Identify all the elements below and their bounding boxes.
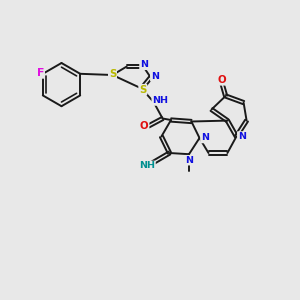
Text: O: O bbox=[140, 121, 148, 131]
Text: NH: NH bbox=[152, 96, 168, 105]
Text: O: O bbox=[218, 75, 226, 85]
Text: N: N bbox=[185, 156, 193, 165]
Text: NH: NH bbox=[139, 161, 155, 170]
Text: S: S bbox=[139, 85, 146, 95]
Text: N: N bbox=[140, 60, 148, 69]
Text: S: S bbox=[109, 69, 116, 79]
Text: N: N bbox=[201, 134, 209, 142]
Text: F: F bbox=[37, 68, 44, 78]
Text: N: N bbox=[238, 132, 246, 141]
Text: N: N bbox=[151, 72, 159, 81]
Text: F: F bbox=[37, 68, 44, 78]
